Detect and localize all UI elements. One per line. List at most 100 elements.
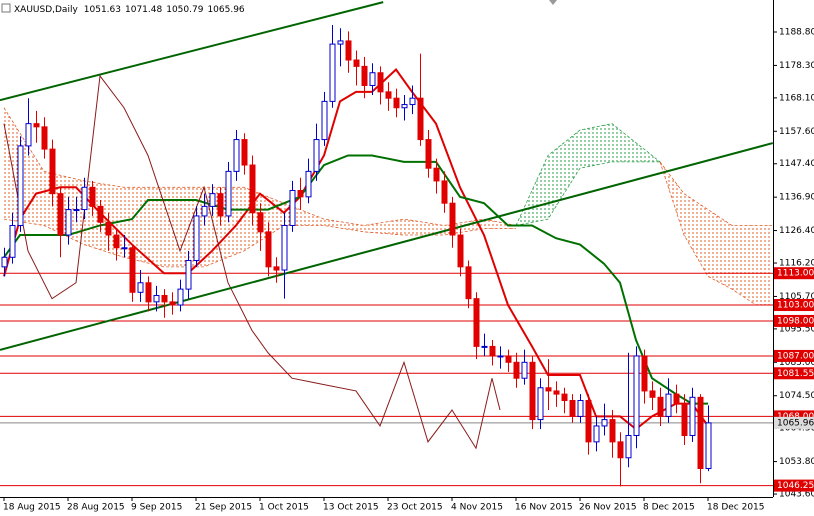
y-tick-label: 1147.40 <box>779 159 814 169</box>
level-label-box <box>774 349 814 362</box>
candle-body <box>593 425 600 443</box>
candle-body <box>569 399 576 417</box>
candle-body <box>241 139 248 166</box>
candle-body <box>161 294 168 303</box>
level-label-box <box>774 267 814 280</box>
y-tick-label: 1043.60 <box>779 490 814 500</box>
level-label: 1046.25 <box>777 481 814 491</box>
candle-body <box>441 180 448 204</box>
level-label: 1098.00 <box>777 316 814 326</box>
candle-body <box>561 393 568 401</box>
candle-body <box>321 100 328 141</box>
candle-body <box>545 387 552 392</box>
cloud-span <box>3 107 517 226</box>
candle-body <box>185 259 192 290</box>
candle-body <box>521 361 528 379</box>
candle-body <box>369 72 376 86</box>
header-open: 1051.63 <box>84 5 121 15</box>
x-tick-label: 8 Dec 2015 <box>643 503 695 513</box>
level-label: 1087.00 <box>777 351 814 361</box>
x-tick-label: 4 Nov 2015 <box>451 503 503 513</box>
candle-body <box>265 231 272 268</box>
current-price-label: 1065.96 <box>777 418 814 428</box>
candle-body <box>289 189 296 226</box>
candle-body <box>57 193 64 236</box>
candle-body <box>377 72 384 93</box>
candle-body <box>129 247 136 293</box>
ichimoku-cloud <box>516 123 660 226</box>
candle-body <box>137 282 144 293</box>
candle-body <box>145 282 152 303</box>
candle-body <box>697 396 704 469</box>
candle-body <box>633 355 640 436</box>
x-tick-label: 26 Nov 2015 <box>579 503 637 513</box>
y-tick-label: 1053.80 <box>779 457 814 467</box>
candle-body <box>177 288 184 306</box>
candle-body <box>249 164 256 214</box>
x-tick-label: 1 Oct 2015 <box>259 503 309 513</box>
x-tick-label: 21 Sep 2015 <box>195 503 252 513</box>
candle-body <box>553 390 560 395</box>
candle-body <box>33 123 40 128</box>
candle-body <box>25 123 32 147</box>
candle-body <box>1 256 8 268</box>
candle-body <box>385 91 392 99</box>
candle-body <box>689 396 696 436</box>
candle-body <box>537 387 544 421</box>
level-label-box <box>774 367 814 380</box>
candle-body <box>473 298 480 347</box>
candle-body <box>41 126 48 150</box>
y-tick-label: 1168.10 <box>779 93 814 103</box>
indicator-line <box>0 142 774 351</box>
candle-body <box>209 193 216 207</box>
candle-body <box>17 145 24 226</box>
y-tick-label: 1136.90 <box>779 193 814 203</box>
level-label: 1081.55 <box>777 369 814 379</box>
candle-body <box>313 139 320 172</box>
candle-body <box>513 361 520 379</box>
x-tick-label: 13 Oct 2015 <box>323 503 379 513</box>
candle-body <box>609 419 616 443</box>
candle-body <box>49 148 56 195</box>
candle-body <box>585 399 592 443</box>
candle-body <box>281 224 288 271</box>
candle-body <box>337 40 344 45</box>
candle-body <box>169 301 176 306</box>
chart-title: XAUUSD,Daily 1051.63 1071.48 1050.79 1065.96 <box>14 5 245 15</box>
candle-body <box>65 209 72 236</box>
candle-body <box>9 224 16 258</box>
candle-body <box>641 355 648 392</box>
x-tick-label: 18 Dec 2015 <box>707 503 765 513</box>
x-tick-label: 16 Nov 2015 <box>515 503 573 513</box>
y-tick-label: 1095.50 <box>779 324 814 334</box>
candle-body <box>489 345 496 357</box>
indicator-line <box>3 74 501 450</box>
candle-body <box>361 65 368 86</box>
candle-body <box>105 221 112 236</box>
header-high: 1071.48 <box>125 5 162 15</box>
level-label: 1113.00 <box>777 269 814 279</box>
candle-body <box>345 40 352 61</box>
candle-body <box>577 399 584 417</box>
indicator-line <box>3 154 708 405</box>
candle-body <box>233 139 240 172</box>
candle-body <box>257 212 264 233</box>
candle-body <box>393 97 400 109</box>
candle-body <box>601 419 608 427</box>
candle-body <box>273 266 280 271</box>
y-tick-label: 1085.00 <box>779 358 814 368</box>
candle-body <box>617 441 624 459</box>
candle-body <box>193 215 200 261</box>
symbol-icon <box>1 3 11 13</box>
candle-body <box>457 234 464 268</box>
candle-body <box>73 209 80 212</box>
ichimoku-cloud <box>660 161 772 306</box>
level-label-box <box>774 314 814 327</box>
y-tick-label: 1105.70 <box>779 292 814 302</box>
candle-body <box>529 361 536 421</box>
candle-body <box>225 170 232 217</box>
candle-body <box>89 186 96 207</box>
candle-body <box>353 59 360 67</box>
candle-body <box>329 43 336 102</box>
